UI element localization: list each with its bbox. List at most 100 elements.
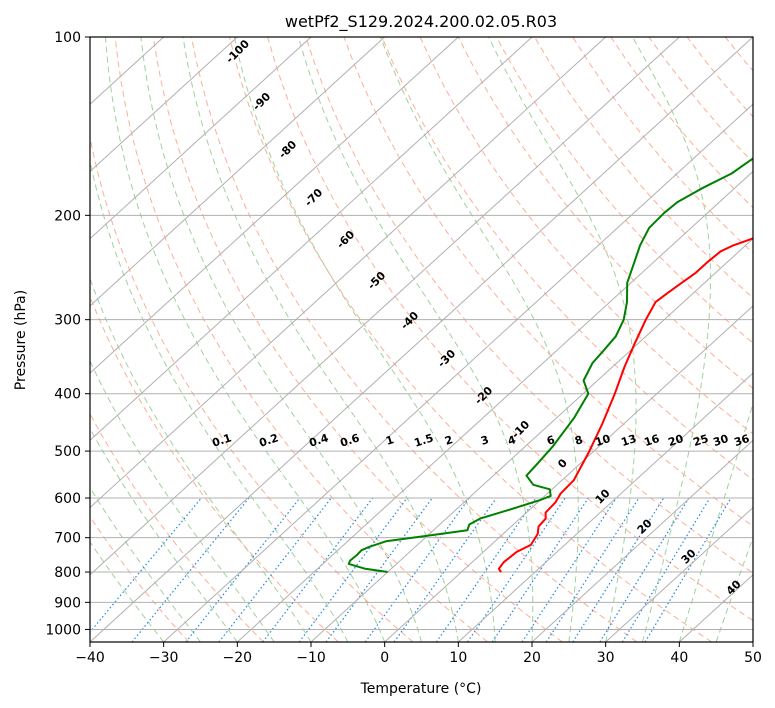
mixing-ratio-line bbox=[599, 497, 690, 642]
mixing-ratio-line bbox=[572, 497, 665, 642]
dry-adiabat bbox=[90, 412, 264, 642]
mixing-ratio-label: 10 bbox=[594, 432, 613, 449]
plot-area: -100-90-80-70-60-50-40-30-20-100.1 0.2 0.4… bbox=[90, 37, 753, 642]
x-tick-label: 0 bbox=[380, 650, 389, 666]
dry-adiabat bbox=[381, 37, 753, 481]
profile-lines bbox=[347, 157, 753, 573]
moist-adiabat bbox=[632, 37, 711, 642]
moist-adiabat bbox=[297, 37, 534, 642]
dry-adiabat bbox=[90, 134, 414, 642]
y-tick-label: 800 bbox=[54, 565, 81, 581]
isotherm bbox=[605, 506, 753, 642]
dry-adiabat bbox=[267, 37, 753, 622]
y-tick-label: 600 bbox=[54, 491, 81, 507]
dry-adiabat bbox=[534, 37, 753, 299]
mixing-ratio-label: 0.4 bbox=[308, 431, 331, 449]
y-tick-label: 900 bbox=[54, 595, 81, 611]
mixing-ratio-lines bbox=[90, 497, 732, 642]
mixing-ratio-label: 13 bbox=[620, 432, 639, 449]
moist-adiabat bbox=[90, 541, 165, 642]
isotherm bbox=[384, 305, 753, 642]
moist-adiabat bbox=[182, 37, 459, 642]
isotherm bbox=[90, 37, 238, 173]
mixing-ratio-label: 16 bbox=[643, 432, 662, 449]
mixing-ratio-line bbox=[185, 497, 301, 642]
mixing-ratio-line bbox=[435, 497, 537, 642]
isotherm bbox=[90, 37, 312, 240]
moist-adiabat bbox=[90, 158, 349, 642]
y-tick-label: 1000 bbox=[45, 622, 81, 638]
moist-adiabat bbox=[90, 427, 238, 642]
y-axis-label: Pressure (hPa) bbox=[13, 290, 29, 390]
y-tick-label: 200 bbox=[54, 208, 81, 224]
plot-frame bbox=[89, 36, 754, 643]
moist-adiabat bbox=[104, 37, 386, 642]
mixing-ratio-label: 25 bbox=[692, 432, 711, 449]
isotherm bbox=[90, 37, 386, 307]
dry-adiabat bbox=[419, 37, 753, 435]
mixing-ratio-line bbox=[131, 497, 250, 642]
y-tick-label: 400 bbox=[54, 387, 81, 403]
mixing-ratio-label: 0.2 bbox=[258, 431, 281, 449]
chart-title: wetPf2_S129.2024.200.02.05.R03 bbox=[285, 12, 557, 32]
moist-adiabat bbox=[140, 37, 422, 642]
dry-adiabat bbox=[229, 37, 713, 642]
isotherm bbox=[310, 237, 753, 642]
x-tick-label: −40 bbox=[75, 650, 105, 666]
isotherm bbox=[90, 37, 459, 374]
dewpoint-line bbox=[347, 157, 753, 573]
y-tick-label: 300 bbox=[54, 313, 81, 329]
mixing-ratio-label: 30 bbox=[712, 432, 731, 449]
dry-adiabat bbox=[457, 37, 753, 389]
dry-adiabat bbox=[114, 37, 488, 642]
mixing-ratio-line bbox=[521, 497, 617, 642]
isotherm bbox=[90, 37, 753, 642]
mixing-ratio-label: 0.1 bbox=[211, 431, 234, 449]
moist-adiabat bbox=[715, 536, 753, 642]
moist-adiabat bbox=[678, 401, 753, 642]
x-tick-label: 30 bbox=[597, 650, 615, 666]
mixing-ratio-label: 8 bbox=[573, 433, 584, 448]
x-axis-ticks: −40 −30 −20 −10 0 10 20 30 40 50 bbox=[75, 642, 762, 666]
isotherm bbox=[90, 37, 680, 576]
mixing-ratio-line bbox=[545, 497, 640, 642]
x-tick-label: 10 bbox=[449, 650, 467, 666]
mixing-ratio-label: 3 bbox=[479, 433, 490, 448]
x-tick-label: 20 bbox=[523, 650, 541, 666]
moist-adiabat bbox=[488, 37, 637, 642]
isotherm bbox=[90, 37, 607, 509]
isotherm bbox=[457, 372, 753, 642]
y-tick-label: 700 bbox=[54, 531, 81, 547]
y-axis-ticks: 100 200 300 400 500 600 700 800 900 1000 bbox=[45, 30, 90, 638]
mixing-ratio-line bbox=[491, 497, 589, 642]
isotherm bbox=[90, 37, 533, 442]
x-tick-label: −20 bbox=[223, 650, 253, 666]
moist-adiabat bbox=[380, 37, 579, 642]
mixing-ratio-label: 36 bbox=[733, 432, 752, 449]
x-tick-label: −30 bbox=[149, 650, 179, 666]
dry-adiabat bbox=[152, 37, 563, 642]
x-tick-label: 40 bbox=[670, 650, 688, 666]
dry-adiabat bbox=[90, 515, 190, 642]
isotherm bbox=[163, 103, 753, 642]
mixing-ratio-label: 0.6 bbox=[339, 431, 362, 449]
temperature-line bbox=[497, 237, 753, 573]
dry-adiabat bbox=[305, 37, 753, 574]
isotherm bbox=[531, 439, 753, 642]
dry-adiabat bbox=[190, 37, 638, 642]
y-tick-label: 500 bbox=[54, 444, 81, 460]
mixing-ratio-line bbox=[467, 497, 566, 642]
x-tick-label: 50 bbox=[744, 650, 762, 666]
mixing-ratio-label: 20 bbox=[667, 432, 686, 449]
y-tick-label: 100 bbox=[54, 30, 81, 46]
moist-adiabat bbox=[90, 359, 275, 642]
mixing-ratio-label: 6 bbox=[545, 433, 557, 448]
mixing-ratio-label: 2 bbox=[443, 433, 454, 448]
dry-adiabat bbox=[343, 37, 753, 527]
mixing-ratio-label: 1 bbox=[384, 433, 395, 448]
x-tick-label: −10 bbox=[296, 650, 326, 666]
isotherm bbox=[236, 170, 753, 642]
x-axis-label: Temperature (°C) bbox=[360, 681, 482, 697]
moist-adiabat bbox=[90, 486, 201, 642]
